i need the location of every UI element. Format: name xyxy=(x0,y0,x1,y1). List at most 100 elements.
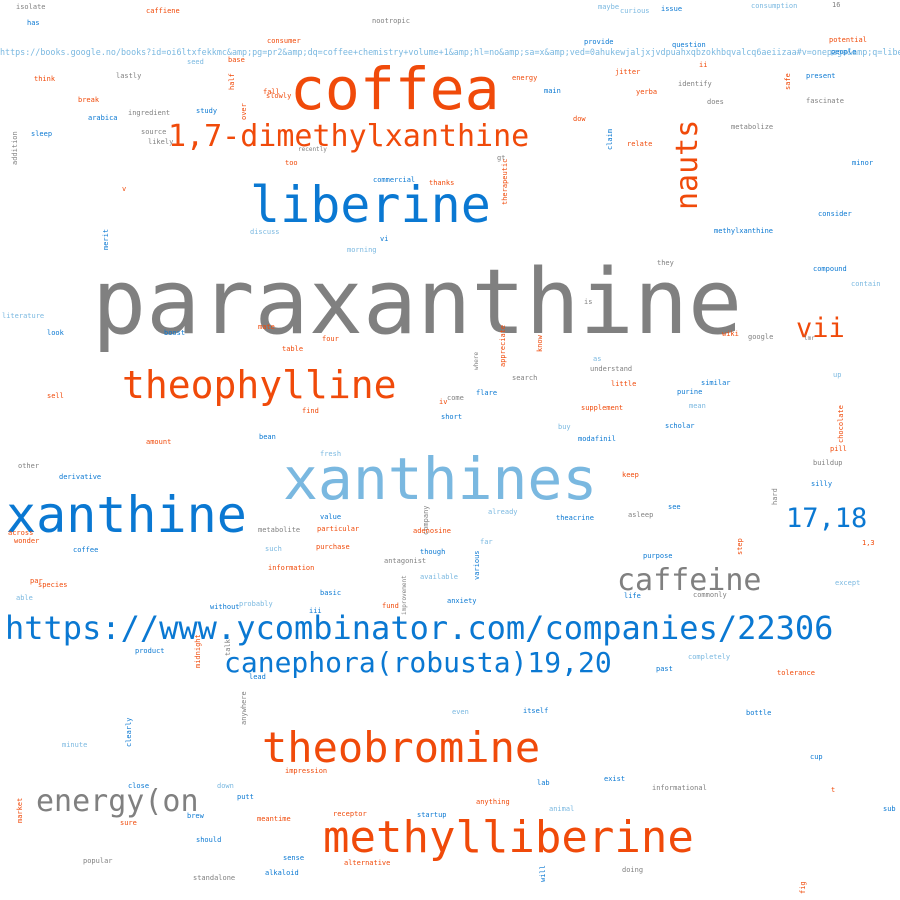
word-lab: lab xyxy=(537,779,550,787)
word-curious: curious xyxy=(620,7,650,15)
word-appreciate: appreciate xyxy=(499,324,507,367)
word-bottle: bottle xyxy=(746,709,772,717)
word-hard: hard xyxy=(771,488,779,505)
word-wiki: wiki xyxy=(722,330,739,338)
word-wonder: wonder xyxy=(14,537,40,545)
word-vii: vii xyxy=(796,313,845,344)
word-brew: brew xyxy=(187,812,204,820)
word-mate: mate xyxy=(258,323,275,331)
word-metabolite: metabolite xyxy=(258,526,301,534)
word-as: as xyxy=(593,355,602,363)
word-merit: merit xyxy=(102,228,110,250)
word-likely: likely xyxy=(148,138,174,146)
word-information: information xyxy=(268,564,315,572)
word-startup: startup xyxy=(417,811,447,819)
word-commonly: commonly xyxy=(693,591,727,599)
word-over: over xyxy=(240,103,248,120)
word-discuss: discuss xyxy=(250,228,280,236)
word-issue: issue xyxy=(661,5,683,13)
word-nauts: nauts xyxy=(670,119,705,210)
word-particular: particular xyxy=(317,525,360,533)
word-methylxanthine: methylxanthine xyxy=(714,227,774,235)
word-various: various xyxy=(473,550,481,580)
word-look: look xyxy=(47,329,64,337)
word-popular: popular xyxy=(83,857,113,865)
word-fig: fig xyxy=(799,881,807,894)
word-seed: seed xyxy=(187,58,204,66)
word-antagonist: antagonist xyxy=(384,557,427,565)
word-product: product xyxy=(135,647,165,655)
word-where: where xyxy=(473,351,480,370)
word-receptor: receptor xyxy=(333,810,367,818)
word-addition: addition xyxy=(11,131,19,165)
word-dimethylxanthine: 1,7-dimethylxanthine xyxy=(168,119,530,154)
word-available: available xyxy=(420,573,458,581)
word-adenosine: adenosine xyxy=(413,527,451,535)
word-value: value xyxy=(320,513,342,521)
word-midnight: midnight xyxy=(194,634,202,668)
word-alternative: alternative xyxy=(344,859,391,867)
word-itself: itself xyxy=(523,707,549,715)
word-cup: cup xyxy=(810,753,823,761)
word-source: source xyxy=(141,128,167,136)
word-caffiene: caffiene xyxy=(146,7,180,15)
word-impression: impression xyxy=(285,767,328,775)
word-consumption: consumption xyxy=(751,2,798,10)
word-sleep: sleep xyxy=(31,130,53,138)
word-sense: sense xyxy=(283,854,305,862)
word-sub: sub xyxy=(883,805,896,813)
word-amount: amount xyxy=(146,438,172,446)
word-energy-on: energy(on xyxy=(36,784,199,819)
word-thanks: thanks xyxy=(429,179,455,187)
word-bean: bean xyxy=(259,433,276,441)
word-purchase: purchase xyxy=(316,543,350,551)
word-past: past xyxy=(656,665,673,673)
word-anxiety: anxiety xyxy=(447,597,477,605)
word-flare: flare xyxy=(476,389,498,397)
word-meantime: meantime xyxy=(257,815,291,823)
word-buildup: buildup xyxy=(813,459,843,467)
word-liberine: liberine xyxy=(250,176,491,234)
word-main: main xyxy=(544,87,561,95)
word-close: close xyxy=(128,782,150,790)
word-life: life xyxy=(624,592,641,600)
word-though: though xyxy=(420,548,446,556)
word-study: study xyxy=(196,107,218,115)
word-should: should xyxy=(196,836,222,844)
word-recently: recently xyxy=(298,146,327,153)
word-identify: identify xyxy=(678,80,712,88)
word-safe: safe xyxy=(784,73,792,90)
word-they: they xyxy=(657,259,674,267)
word-fund: fund xyxy=(382,602,399,610)
word-maybe: maybe xyxy=(598,3,620,11)
word-silly: silly xyxy=(811,480,833,488)
word-ycombinator-url: https://www.ycombinator.com/companies/22… xyxy=(5,609,834,647)
word-clearly: clearly xyxy=(125,717,133,747)
word-mean: mean xyxy=(689,402,706,410)
word-theophylline: theophylline xyxy=(122,363,397,407)
word-energy-small: energy xyxy=(512,74,538,82)
word-understand: understand xyxy=(590,365,633,373)
word-consumer: consumer xyxy=(267,37,301,45)
word-similar: similar xyxy=(701,379,731,387)
word-keep: keep xyxy=(622,471,639,479)
word-morning: morning xyxy=(347,246,377,254)
word-paraxanthine: paraxanthine xyxy=(92,250,743,355)
word-ingredient: ingredient xyxy=(128,109,171,117)
word-able: able xyxy=(16,594,33,602)
word-question: question xyxy=(672,41,706,49)
word-metabolize: metabolize xyxy=(731,123,774,131)
word-half: half xyxy=(228,73,236,90)
word-methylliberine: methylliberine xyxy=(323,812,694,863)
word-pill: pill xyxy=(830,445,847,453)
word-step: step xyxy=(736,538,744,555)
word-far: far xyxy=(480,538,493,546)
word-anywhere: anywhere xyxy=(240,691,248,725)
word-little: little xyxy=(611,380,637,388)
word-does: does xyxy=(707,98,724,106)
word-compound: compound xyxy=(813,265,847,273)
word-consider: consider xyxy=(818,210,852,218)
word-minute: minute xyxy=(62,741,88,749)
word-alkaloid: alkaloid xyxy=(265,869,299,877)
